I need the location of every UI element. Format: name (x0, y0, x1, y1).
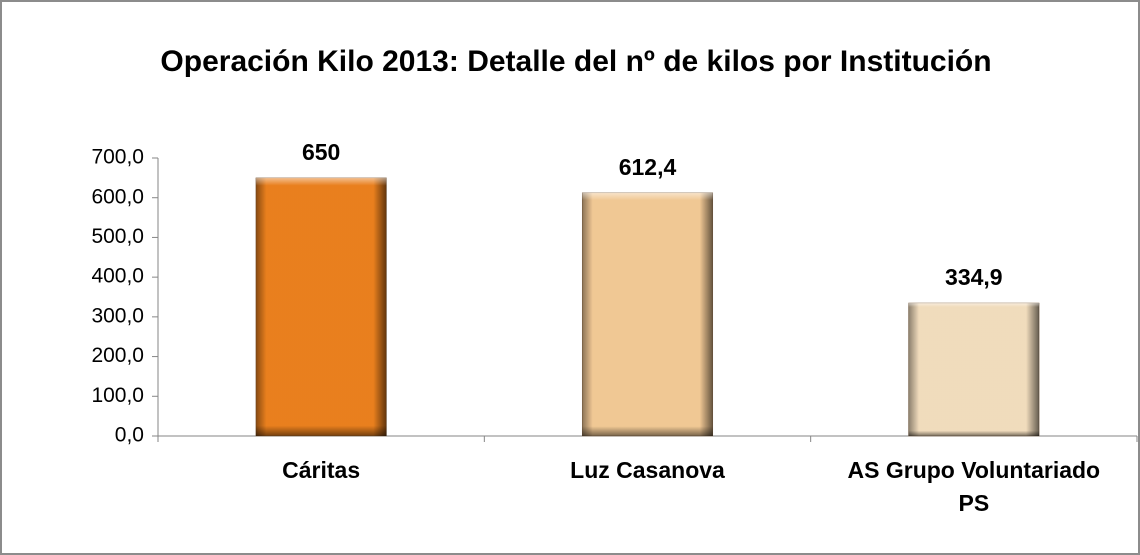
y-tick-label: 300,0 (91, 304, 144, 327)
y-tick-label: 500,0 (91, 225, 144, 248)
y-tick-label: 0,0 (115, 424, 144, 447)
y-tick-label: 200,0 (91, 344, 144, 367)
data-label: 612,4 (619, 154, 677, 180)
chart-title: Operación Kilo 2013: Detalle del nº de k… (160, 45, 992, 78)
y-tick-label: 100,0 (91, 384, 144, 407)
x-tick-label: AS Grupo Voluntariado PS (847, 457, 1101, 516)
y-tick-label: 600,0 (91, 185, 144, 208)
x-tick-label: Luz Casanova (570, 457, 725, 483)
data-label: 334,9 (945, 264, 1003, 290)
bar (255, 177, 387, 437)
data-label: 650 (302, 139, 340, 165)
y-tick-label: 400,0 (91, 265, 144, 288)
x-tick-label: Cáritas (282, 457, 361, 483)
bar (908, 302, 1040, 437)
bar (581, 192, 714, 437)
y-tick-label: 700,0 (91, 146, 144, 169)
